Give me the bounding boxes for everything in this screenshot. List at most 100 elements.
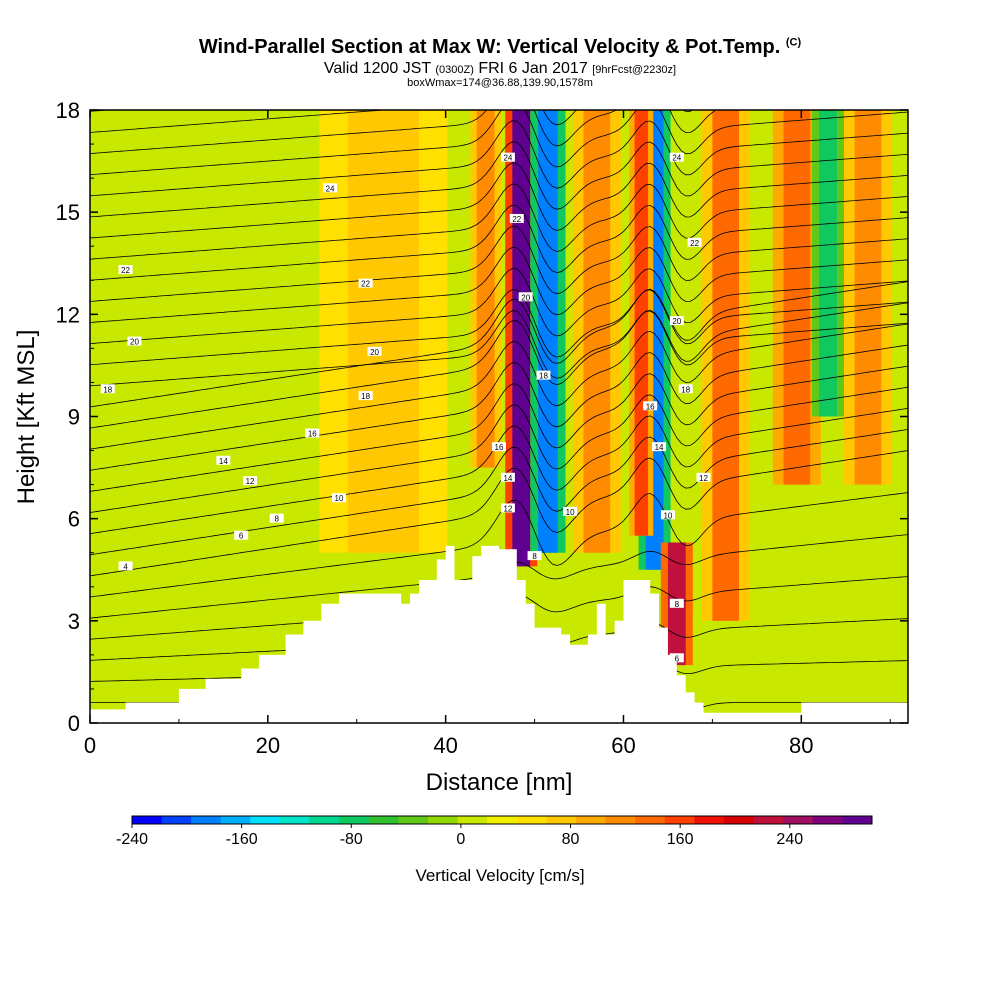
contour-label: 8 bbox=[675, 600, 680, 609]
contour-label-bg bbox=[687, 237, 702, 247]
isentrope-line bbox=[90, 204, 908, 281]
colorbar-swatch bbox=[753, 816, 784, 824]
y-tick-label: 18 bbox=[56, 98, 80, 123]
isentrope-line bbox=[90, 450, 908, 577]
colorbar-swatch bbox=[694, 816, 725, 824]
isentrope-line bbox=[90, 141, 908, 218]
axes: 0 20 40 60 80 0 3 6 9 12 15 18 bbox=[56, 98, 908, 758]
isentrope-line bbox=[90, 246, 908, 323]
contour-label: 10 bbox=[335, 494, 344, 503]
contour-label-bg bbox=[305, 428, 320, 438]
contour-label-bg bbox=[643, 401, 658, 411]
velocity-band bbox=[819, 110, 837, 417]
contour-label-bg bbox=[358, 278, 373, 288]
contour-label: 14 bbox=[503, 474, 512, 483]
isentrope-line bbox=[90, 492, 908, 598]
contour-label-bg bbox=[331, 493, 346, 503]
contour-label-bg bbox=[243, 476, 258, 486]
contour-label-bg bbox=[323, 183, 338, 193]
contour-label: 24 bbox=[672, 154, 681, 163]
contour-label: 20 bbox=[130, 338, 139, 347]
contour-label: 18 bbox=[103, 385, 112, 394]
velocity-band bbox=[712, 110, 740, 621]
contour-label: 16 bbox=[495, 443, 504, 452]
colorbar-tick-label: 240 bbox=[776, 831, 803, 848]
x-tick-label: 0 bbox=[84, 733, 96, 758]
colorbar-title: Vertical Velocity [cm/s] bbox=[415, 866, 584, 885]
contour-label-bg bbox=[536, 370, 551, 380]
colorbar-swatch bbox=[783, 816, 814, 824]
valid-time: Valid 1200 JST bbox=[323, 60, 431, 77]
forecast-info: [9hrFcst@2230z] bbox=[592, 64, 677, 76]
contour-label-bg bbox=[127, 336, 142, 346]
contour-label-bg bbox=[118, 265, 133, 275]
contour-label: 12 bbox=[699, 474, 708, 483]
contour-label: 16 bbox=[646, 402, 655, 411]
contour-label: 22 bbox=[690, 239, 699, 248]
colorbar-swatch bbox=[309, 816, 340, 824]
velocity-band bbox=[538, 110, 558, 553]
velocity-band bbox=[756, 110, 775, 689]
x-tick-label: 40 bbox=[433, 733, 457, 758]
chart-title-text: Wind-Parallel Section at Max W: Vertical… bbox=[198, 36, 781, 58]
isentrope-line bbox=[90, 110, 114, 112]
contour-label: 12 bbox=[503, 504, 512, 513]
contour-label-bg bbox=[696, 472, 711, 482]
isentrope-line bbox=[90, 323, 908, 450]
isentrope-line bbox=[90, 268, 908, 344]
colorbar-swatch bbox=[132, 816, 163, 824]
x-axis-title: Distance [nm] bbox=[426, 769, 573, 796]
contour-label-bg bbox=[669, 316, 684, 326]
chart-title: Wind-Parallel Section at Max W: Vertical… bbox=[0, 36, 1000, 59]
colorbar-swatch bbox=[161, 816, 192, 824]
contour-label-bg bbox=[518, 292, 533, 302]
isentrope-line bbox=[90, 120, 908, 197]
contour-label: 20 bbox=[672, 317, 681, 326]
potential-temperature-contours bbox=[90, 110, 908, 712]
contour-label-bg bbox=[527, 551, 542, 561]
contour-label: 14 bbox=[219, 457, 228, 466]
contour-label-bg bbox=[118, 561, 133, 571]
colorbar-swatch bbox=[250, 816, 281, 824]
x-tick-label: 60 bbox=[611, 733, 635, 758]
colorbar-swatch bbox=[724, 816, 755, 824]
isentrope-line bbox=[90, 289, 908, 366]
velocity-band bbox=[476, 110, 495, 468]
x-tick-label: 20 bbox=[256, 733, 280, 758]
colorbar-swatch bbox=[220, 816, 251, 824]
copyright-mark: (C) bbox=[785, 36, 802, 49]
valid-time-utc: (0300Z) bbox=[435, 64, 474, 76]
y-tick-label: 0 bbox=[68, 711, 80, 736]
contour-label: 6 bbox=[675, 654, 680, 663]
chart-subtitle: Valid 1200 JST (0300Z) FRI 6 Jan 2017 [9… bbox=[0, 60, 1000, 78]
colorbar-swatch bbox=[339, 816, 370, 824]
colorbar-swatch bbox=[664, 816, 695, 824]
y-tick-label: 9 bbox=[68, 405, 80, 430]
velocity-band bbox=[634, 110, 648, 536]
colorbar-tick-label: -160 bbox=[226, 831, 258, 848]
contour-label: 22 bbox=[512, 215, 521, 224]
contour-label-bg bbox=[100, 384, 115, 394]
colorbar-frame bbox=[131, 815, 873, 825]
colorbar-tick-label: 80 bbox=[562, 831, 580, 848]
colorbar-swatch bbox=[280, 816, 311, 824]
y-axis-title: Height [Kft MSL] bbox=[13, 330, 40, 505]
isentrope-line bbox=[90, 407, 908, 535]
plot-area: 4 6 8 10 12 14 16 18 18 20 20 22 22 24 24 22 20 18 16 14 12 1… bbox=[90, 110, 908, 723]
velocity-band bbox=[138, 110, 184, 706]
contour-label: 20 bbox=[370, 348, 379, 357]
contour-label-bg bbox=[509, 213, 524, 223]
contour-label: 10 bbox=[663, 511, 672, 520]
contour-label: 8 bbox=[274, 515, 279, 524]
contour-label: 4 bbox=[123, 562, 128, 571]
contour-label: 22 bbox=[121, 266, 130, 275]
isentrope-line bbox=[90, 302, 908, 429]
contour-label-bg bbox=[652, 442, 667, 452]
velocity-band bbox=[512, 110, 531, 567]
isentrope-line bbox=[90, 344, 908, 471]
colorbar-swatch bbox=[605, 816, 636, 824]
colorbar-swatch bbox=[398, 816, 429, 824]
colorbar: -240 -160 -80 0 80 160 240 bbox=[116, 815, 873, 848]
contour-label-bg bbox=[216, 455, 231, 465]
contour-label: 18 bbox=[539, 372, 548, 381]
